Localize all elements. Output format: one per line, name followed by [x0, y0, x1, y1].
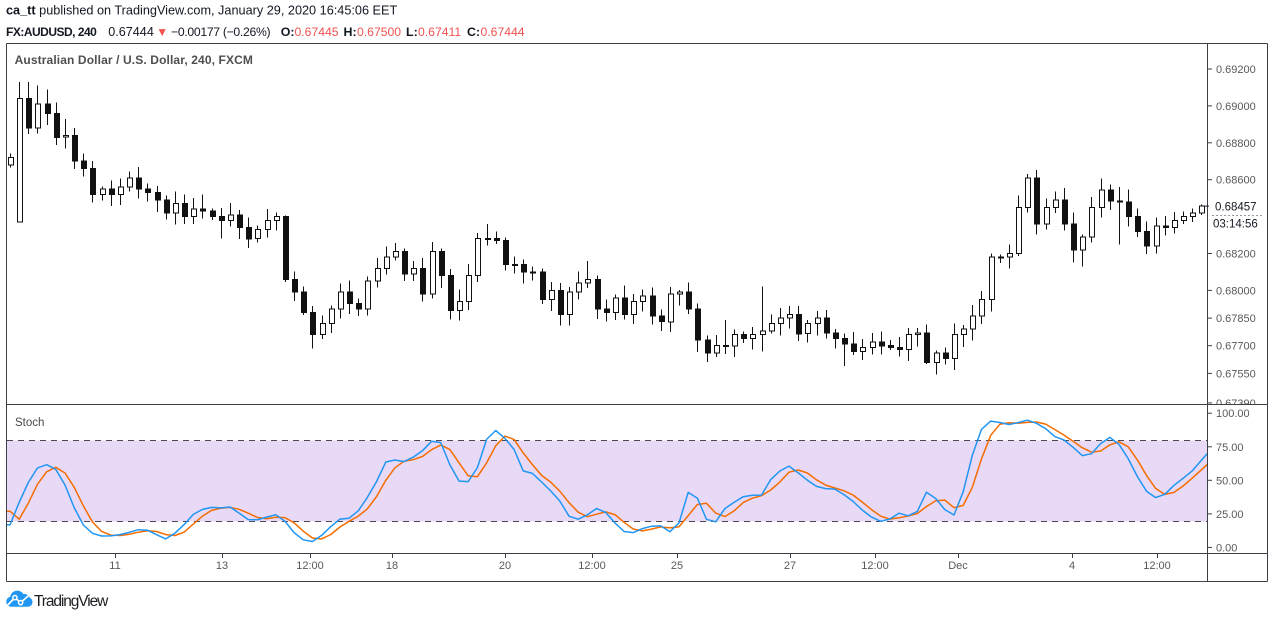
svg-text:0.68800: 0.68800 [1216, 138, 1256, 150]
svg-text:11: 11 [109, 560, 120, 572]
svg-text:0.69200: 0.69200 [1216, 64, 1256, 76]
svg-text:20: 20 [499, 560, 511, 572]
svg-text:75.00: 75.00 [1216, 442, 1244, 454]
svg-text:12:00: 12:00 [296, 560, 324, 572]
svg-text:0.68457: 0.68457 [1215, 202, 1257, 214]
svg-text:Stoch: Stoch [15, 417, 44, 429]
svg-text:0.67390: 0.67390 [1216, 398, 1256, 410]
svg-text:0.68200: 0.68200 [1216, 249, 1256, 261]
svg-text:4: 4 [1069, 560, 1075, 572]
svg-text:ca_tt published on TradingView: ca_tt published on TradingView.com, Janu… [6, 4, 397, 18]
svg-text:0.67550: 0.67550 [1216, 368, 1256, 380]
svg-text:18: 18 [386, 560, 398, 572]
svg-text:Australian Dollar / U.S. Dolla: Australian Dollar / U.S. Dollar, 240, FX… [15, 53, 253, 67]
svg-text:13: 13 [216, 560, 228, 572]
svg-text:12:00: 12:00 [578, 560, 606, 572]
svg-text:Dec: Dec [948, 560, 968, 572]
svg-text:0.69000: 0.69000 [1216, 101, 1256, 113]
svg-text:50.00: 50.00 [1216, 475, 1244, 487]
svg-text:25.00: 25.00 [1216, 509, 1244, 521]
svg-text:0.67700: 0.67700 [1216, 341, 1256, 353]
svg-text:27: 27 [784, 560, 796, 572]
svg-text:12:00: 12:00 [1143, 560, 1171, 572]
svg-text:0.68000: 0.68000 [1216, 285, 1256, 297]
svg-text:0.00: 0.00 [1216, 542, 1237, 554]
svg-text:0.68600: 0.68600 [1216, 175, 1256, 187]
svg-text:25: 25 [671, 560, 683, 572]
svg-text:12:00: 12:00 [861, 560, 889, 572]
svg-text:03:14:56: 03:14:56 [1213, 219, 1258, 231]
svg-text:0.67850: 0.67850 [1216, 313, 1256, 325]
svg-text:100.00: 100.00 [1216, 408, 1250, 420]
svg-text:TradingView: TradingView [34, 593, 109, 610]
